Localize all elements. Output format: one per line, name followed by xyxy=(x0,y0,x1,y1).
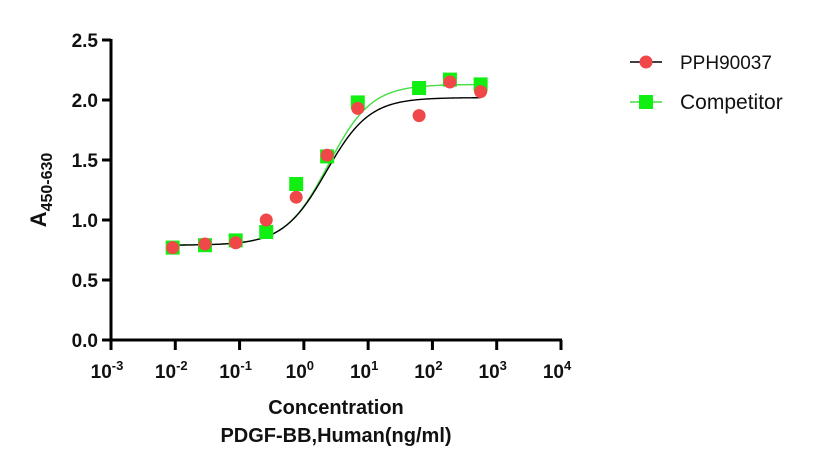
y-tick-label: 1.0 xyxy=(72,211,98,232)
y-tick-label: 2.0 xyxy=(72,91,98,112)
legend-item-pph90037: PPH90037 xyxy=(630,53,772,74)
legend-item-competitor: Competitor xyxy=(630,91,783,114)
x-tick-exponent: -3 xyxy=(112,358,124,373)
x-tick-label: 10-3 xyxy=(91,358,124,383)
x-tick-base: 10 xyxy=(414,362,435,383)
point-pph90037 xyxy=(474,85,488,99)
legend-circle-marker xyxy=(639,55,653,69)
x-tick-base: 10 xyxy=(219,362,240,383)
x-tick-label: 100 xyxy=(286,358,314,383)
point-competitor xyxy=(412,81,427,95)
x-axis-title: Concentration xyxy=(268,397,404,419)
point-pph90037 xyxy=(351,101,365,115)
x-tick-base: 10 xyxy=(286,362,307,383)
y-axis-title-main: A xyxy=(26,211,51,227)
fit-curve-competitor xyxy=(172,83,481,246)
legend-label: PPH90037 xyxy=(680,53,772,74)
point-pph90037 xyxy=(443,75,457,89)
legend-label: Competitor xyxy=(680,91,783,114)
x-tick-exponent: 3 xyxy=(500,358,507,373)
point-competitor xyxy=(259,225,274,239)
legend-square-marker xyxy=(639,95,653,109)
x-tick-label: 104 xyxy=(543,358,572,383)
x-tick-exponent: 0 xyxy=(307,358,314,373)
x-tick-exponent: -2 xyxy=(176,358,188,373)
x-tick-base: 10 xyxy=(350,362,371,383)
y-axis-title: A450-630 xyxy=(26,153,56,228)
point-pph90037 xyxy=(229,236,243,250)
x-tick-base: 10 xyxy=(155,362,176,383)
axes: 0.00.51.01.52.02.510-3 10-2 10-1 100 101 102 1… xyxy=(72,31,572,383)
x-tick-base: 10 xyxy=(479,362,500,383)
x-tick-base: 10 xyxy=(91,362,112,383)
x-tick-exponent: 2 xyxy=(435,358,442,373)
y-tick-label: 0.5 xyxy=(72,271,99,292)
x-tick-label: 10-1 xyxy=(219,358,252,383)
x-tick-label: 103 xyxy=(479,358,507,383)
y-tick-label: 2.5 xyxy=(72,31,99,52)
x-axis-subtitle: PDGF-BB,Human(ng/ml) xyxy=(220,425,451,447)
fit-curves xyxy=(172,83,481,246)
x-tick-label: 10-2 xyxy=(155,358,188,383)
legend: PPH90037 Competitor xyxy=(630,53,783,114)
fit-curve-pph90037 xyxy=(172,97,481,246)
y-tick-label: 1.5 xyxy=(72,151,99,172)
data-points xyxy=(165,72,488,255)
x-tick-exponent: 4 xyxy=(564,358,572,373)
svg-text:A450-630: A450-630 xyxy=(26,153,56,228)
y-axis-title-subscript: 450-630 xyxy=(39,153,56,212)
point-pph90037 xyxy=(412,109,426,123)
point-pph90037 xyxy=(320,148,334,162)
point-pph90037 xyxy=(289,190,303,204)
point-pph90037 xyxy=(259,213,273,227)
x-tick-base: 10 xyxy=(543,362,564,383)
point-pph90037 xyxy=(166,241,180,255)
y-tick-label: 0.0 xyxy=(72,331,98,352)
x-tick-label: 102 xyxy=(414,358,442,383)
point-competitor xyxy=(289,177,304,191)
point-pph90037 xyxy=(198,237,212,251)
x-tick-label: 101 xyxy=(350,358,378,383)
x-tick-exponent: 1 xyxy=(371,358,378,373)
x-tick-exponent: -1 xyxy=(240,358,252,373)
